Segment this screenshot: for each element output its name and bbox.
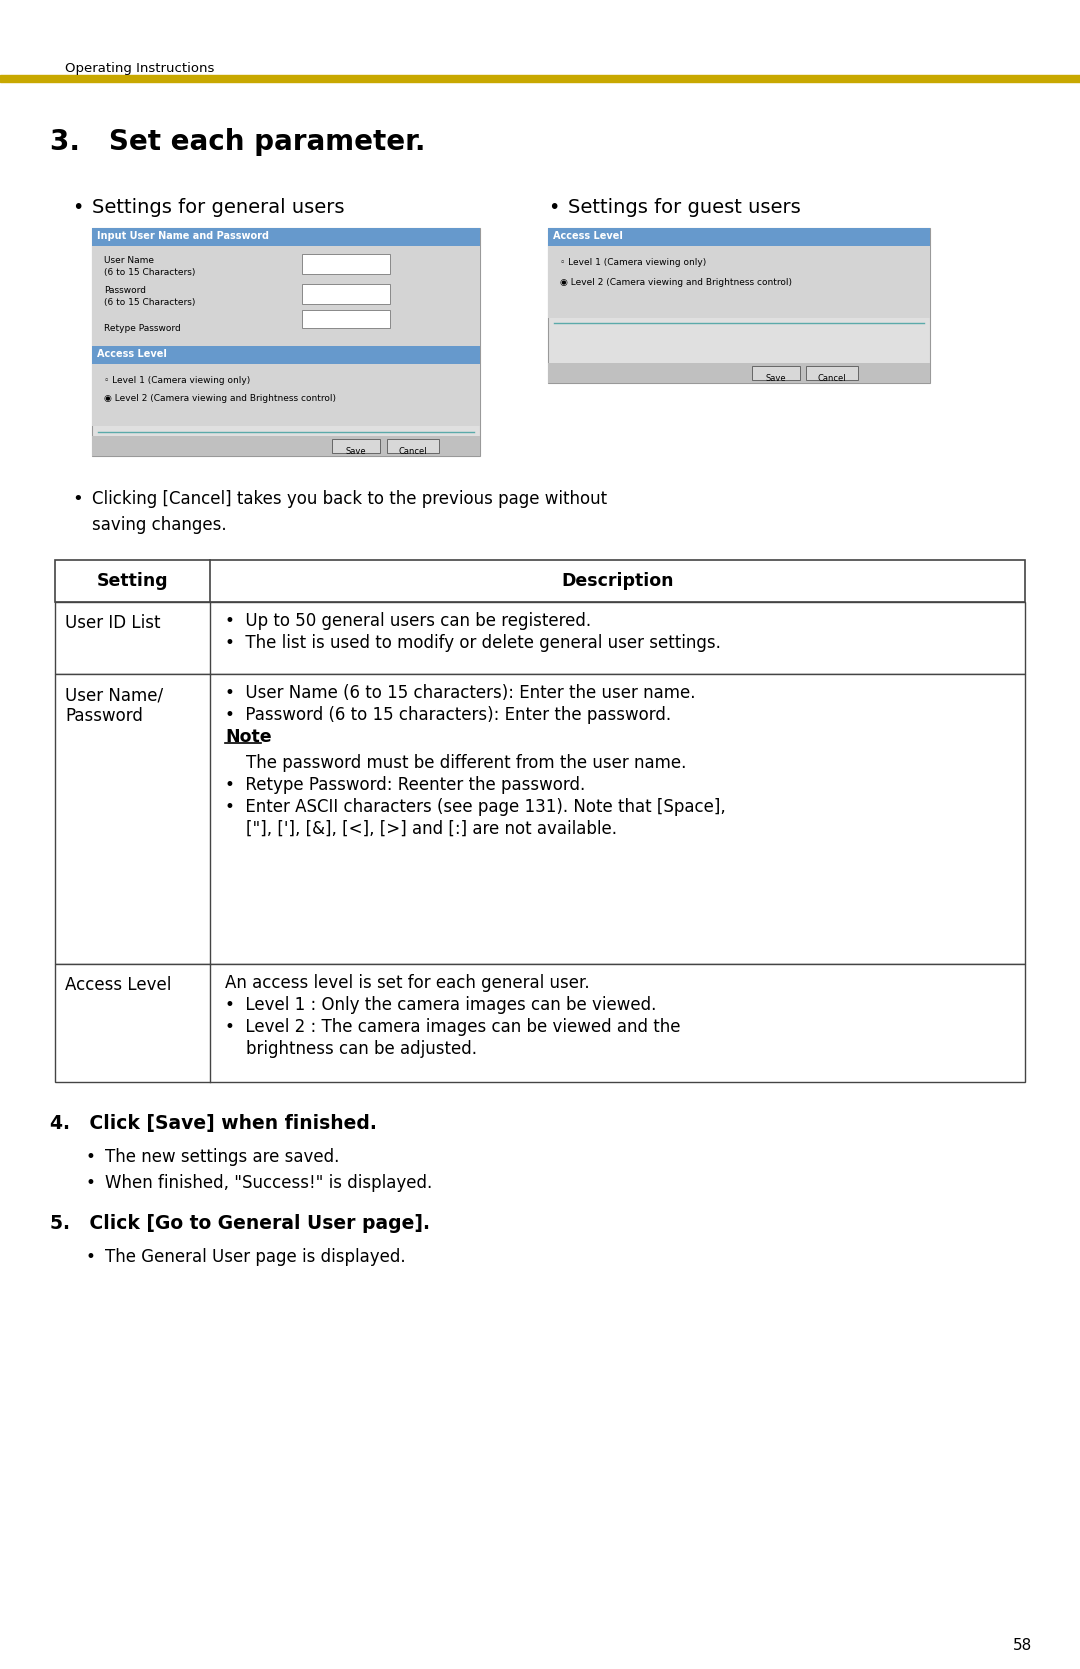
Text: Settings for general users: Settings for general users [92,199,345,217]
Bar [302,310,390,329]
Bar [302,254,390,274]
Text: Note: Note [225,728,272,746]
Text: •: • [72,491,83,507]
Text: Save: Save [766,374,786,382]
Text: •: • [548,199,559,217]
Text: ["], ['], [&], [<], [>] and [:] are not available.: ["], ['], [&], [<], [>] and [:] are not … [225,819,617,838]
Text: •: • [72,199,83,217]
Text: Input User Name and Password: Input User Name and Password [97,230,269,240]
Text: The password must be different from the user name.: The password must be different from the … [225,754,687,773]
Text: When finished, "Success!" is displayed.: When finished, "Success!" is displayed. [105,1173,432,1192]
Bar [332,439,380,452]
Bar [92,245,480,345]
Text: Save: Save [346,447,366,456]
Text: Settings for guest users: Settings for guest users [568,199,800,217]
Text: Access Level: Access Level [97,349,167,359]
Text: User ID List: User ID List [65,614,161,633]
Text: Cancel: Cancel [399,447,428,456]
Text: An access level is set for each general user.: An access level is set for each general … [225,975,590,991]
Text: ◦ Level 1 (Camera viewing only): ◦ Level 1 (Camera viewing only) [104,376,251,386]
Text: •  The list is used to modify or delete general user settings.: • The list is used to modify or delete g… [225,634,720,653]
Text: ◦ Level 1 (Camera viewing only): ◦ Level 1 (Camera viewing only) [561,259,706,267]
Bar [92,229,480,456]
Bar [0,75,1080,82]
Bar [302,284,390,304]
Bar [387,439,438,452]
Text: •  Enter ASCII characters (see page 131). Note that [Space],: • Enter ASCII characters (see page 131).… [225,798,726,816]
Text: ◉ Level 2 (Camera viewing and Brightness control): ◉ Level 2 (Camera viewing and Brightness… [104,394,336,402]
Text: Password
(6 to 15 Characters): Password (6 to 15 Characters) [104,285,195,307]
Text: Operating Instructions: Operating Instructions [65,62,214,75]
Text: The General User page is displayed.: The General User page is displayed. [105,1248,406,1267]
Text: •  Password (6 to 15 characters): Enter the password.: • Password (6 to 15 characters): Enter t… [225,706,671,724]
Text: Access Level: Access Level [553,230,623,240]
Bar [55,561,1025,603]
Bar [548,229,930,382]
Text: Description: Description [562,572,674,591]
Bar [92,364,480,426]
Bar [548,229,930,245]
Text: •: • [85,1173,95,1192]
Text: •  User Name (6 to 15 characters): Enter the user name.: • User Name (6 to 15 characters): Enter … [225,684,696,703]
Text: saving changes.: saving changes. [92,516,227,534]
Bar [55,965,1025,1082]
Text: •  Level 1 : Only the camera images can be viewed.: • Level 1 : Only the camera images can b… [225,996,657,1015]
Text: •: • [85,1248,95,1267]
Bar [55,603,1025,674]
Bar [92,229,480,245]
Text: •  Level 2 : The camera images can be viewed and the: • Level 2 : The camera images can be vie… [225,1018,680,1036]
Text: •  Up to 50 general users can be registered.: • Up to 50 general users can be register… [225,613,591,629]
Text: •: • [85,1148,95,1167]
Text: User Name
(6 to 15 Characters): User Name (6 to 15 Characters) [104,255,195,277]
Text: Cancel: Cancel [818,374,847,382]
Text: User Name/
Password: User Name/ Password [65,686,163,724]
Bar [92,436,480,456]
Bar [548,245,930,319]
Text: 4.   Click [Save] when finished.: 4. Click [Save] when finished. [50,1113,377,1133]
Text: brightness can be adjusted.: brightness can be adjusted. [225,1040,477,1058]
Text: 5.   Click [Go to General User page].: 5. Click [Go to General User page]. [50,1213,430,1233]
Bar [806,366,858,381]
Text: 58: 58 [1012,1637,1031,1652]
Text: Setting: Setting [97,572,168,591]
Text: Access Level: Access Level [65,976,172,995]
Bar [55,674,1025,965]
Bar [92,345,480,364]
Text: Retype Password: Retype Password [104,324,180,334]
Text: 3.   Set each parameter.: 3. Set each parameter. [50,129,426,155]
Bar [548,362,930,382]
Text: Clicking [Cancel] takes you back to the previous page without: Clicking [Cancel] takes you back to the … [92,491,607,507]
Text: The new settings are saved.: The new settings are saved. [105,1148,339,1167]
Bar [752,366,800,381]
Text: ◉ Level 2 (Camera viewing and Brightness control): ◉ Level 2 (Camera viewing and Brightness… [561,279,792,287]
Text: •  Retype Password: Reenter the password.: • Retype Password: Reenter the password. [225,776,585,794]
